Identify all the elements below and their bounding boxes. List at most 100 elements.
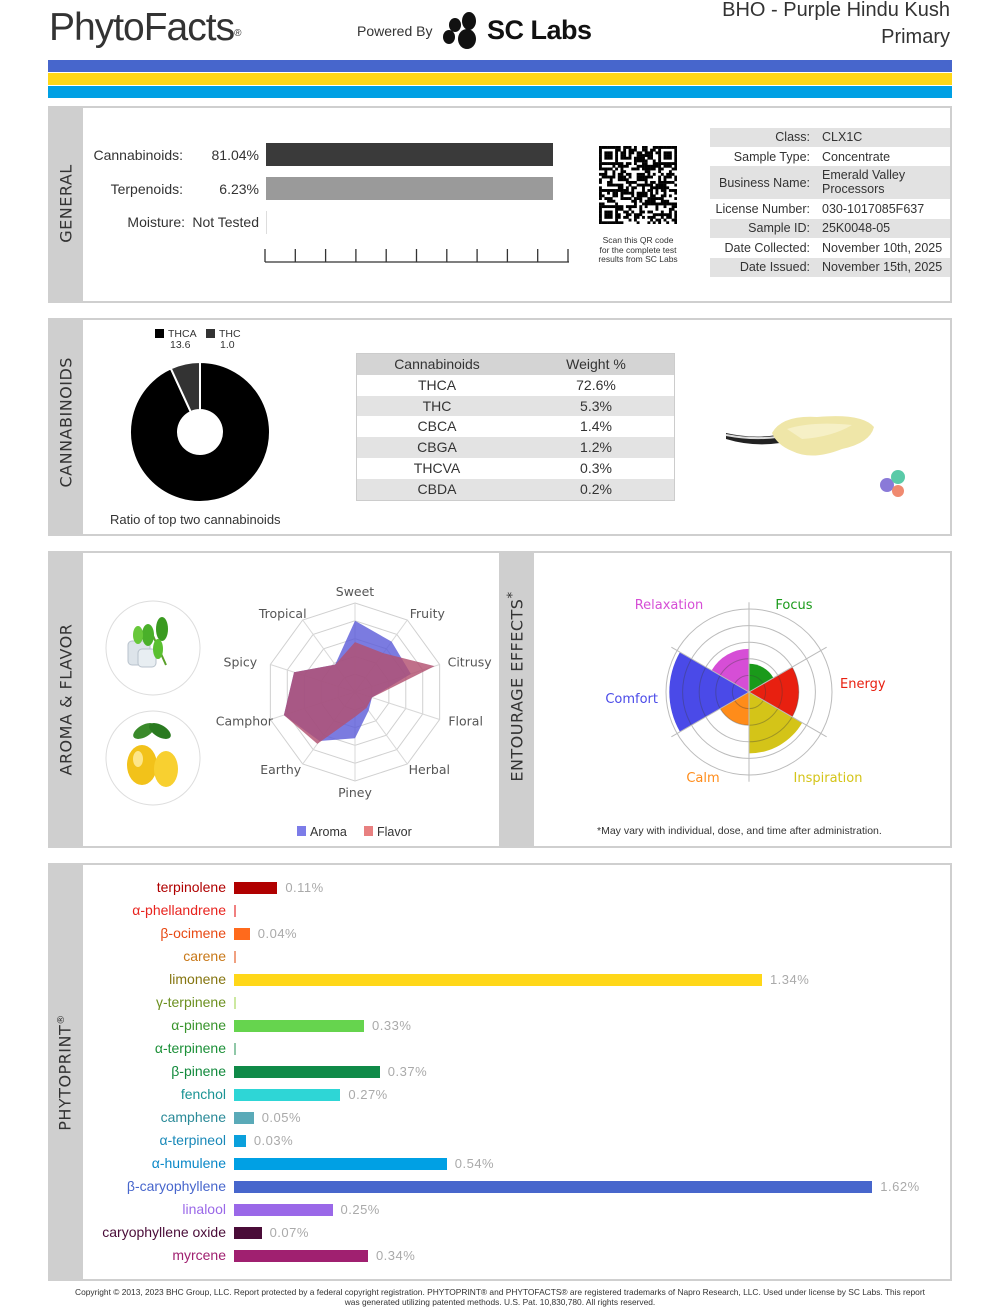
qr-module (642, 162, 645, 166)
qr-module (674, 156, 677, 160)
qr-module (660, 213, 664, 217)
qr-module (642, 172, 645, 176)
qr-module (668, 172, 672, 176)
qr-module (674, 148, 677, 152)
qr-module (628, 156, 632, 160)
qr-module (607, 197, 610, 200)
terpene-value: 1.34% (769, 972, 810, 987)
qr-module (628, 162, 632, 166)
thc-slice (169, 360, 201, 414)
qr-module (671, 172, 675, 176)
qr-module (639, 199, 643, 203)
qr-module (615, 156, 619, 160)
moisture-metric-value: Not Tested (192, 214, 259, 230)
qr-module (655, 186, 659, 190)
qr-module (666, 199, 670, 203)
qr-module (639, 178, 643, 182)
qr-module (633, 162, 637, 166)
terpene-value: 0.11% (285, 880, 324, 895)
qr-module (604, 205, 608, 209)
comfort-wedge (669, 652, 749, 732)
logo-text: PhytoFacts (49, 6, 235, 49)
qr-module (660, 186, 664, 190)
qr-module (623, 156, 627, 160)
qr-module (620, 154, 624, 157)
phytoprint-label-text: PHYTOPRINT (55, 1024, 75, 1131)
qr-module (615, 210, 619, 214)
qr-module (652, 213, 656, 217)
qr-module (615, 202, 619, 206)
qr-module (607, 221, 610, 224)
qr-module (604, 221, 608, 224)
qr-module (612, 175, 616, 179)
column-header: Weight % (566, 356, 626, 372)
qr-module (666, 164, 670, 168)
qr-module (655, 183, 659, 187)
qr-module (607, 215, 610, 219)
info-value: CLX1C (822, 130, 863, 144)
qr-module (599, 197, 602, 200)
powered-by-label: Powered By (357, 23, 433, 39)
qr-module (644, 170, 648, 174)
flavor-series-area (283, 642, 435, 744)
qr-module (601, 202, 605, 206)
qr-module (609, 221, 613, 224)
qr-module (628, 151, 632, 155)
qr-code[interactable] (599, 146, 677, 224)
qr-module (647, 170, 651, 174)
qr-module (671, 207, 675, 211)
terpene-name: β-pinene (171, 1063, 226, 1079)
qr-module (658, 148, 662, 152)
qr-module (636, 197, 640, 200)
thc-legend-name: THC (219, 328, 241, 340)
qr-module (607, 213, 610, 217)
qr-module (615, 148, 619, 152)
info-key: Date Collected: (724, 241, 810, 255)
qr-module (609, 205, 613, 209)
qr-module (642, 210, 645, 214)
qr-module (617, 178, 621, 182)
qr-module (607, 199, 610, 203)
qr-module (658, 197, 662, 200)
qr-module (658, 180, 662, 184)
info-value: Emerald Valley Processors (822, 168, 905, 196)
sc-labs-logo: SC Labs (441, 11, 611, 51)
qr-module (644, 183, 648, 187)
qr-module (607, 175, 610, 179)
qr-module (674, 221, 677, 224)
terpene-bar (234, 974, 762, 986)
qr-module (650, 167, 653, 171)
qr-module (663, 175, 667, 179)
qr-module (647, 189, 651, 192)
qr-module (650, 183, 653, 187)
qr-module (650, 197, 653, 200)
radar-axis-label: Fruity (410, 606, 446, 621)
qr-caption: Scan this QR code for the complete test … (578, 235, 698, 265)
column-header: Cannabinoids (394, 356, 480, 372)
cannabinoid-name: CBDA (417, 480, 457, 497)
moisture-bar (266, 211, 267, 234)
qr-module (639, 151, 643, 155)
qr-module (647, 151, 651, 155)
cannabinoid-weight: 0.3% (580, 459, 612, 476)
energy-wedge (749, 667, 799, 717)
qr-module (633, 202, 637, 206)
qr-module (620, 172, 624, 176)
effect-label-focus: Focus (775, 598, 812, 613)
qr-module (647, 199, 651, 203)
qr-module (639, 156, 643, 160)
qr-module (599, 186, 602, 190)
qr-module (615, 183, 619, 187)
qr-module (652, 148, 656, 152)
qr-module (620, 205, 624, 209)
qr-module (623, 178, 627, 182)
qr-module (612, 164, 616, 168)
qr-module (668, 215, 672, 219)
qr-module (631, 167, 635, 171)
qr-module (631, 148, 635, 152)
stripe-blue (48, 60, 952, 72)
terpene-bar (234, 1043, 236, 1055)
terpene-value: 0.54% (454, 1156, 495, 1171)
qr-module (625, 164, 629, 168)
qr-module (644, 148, 648, 152)
